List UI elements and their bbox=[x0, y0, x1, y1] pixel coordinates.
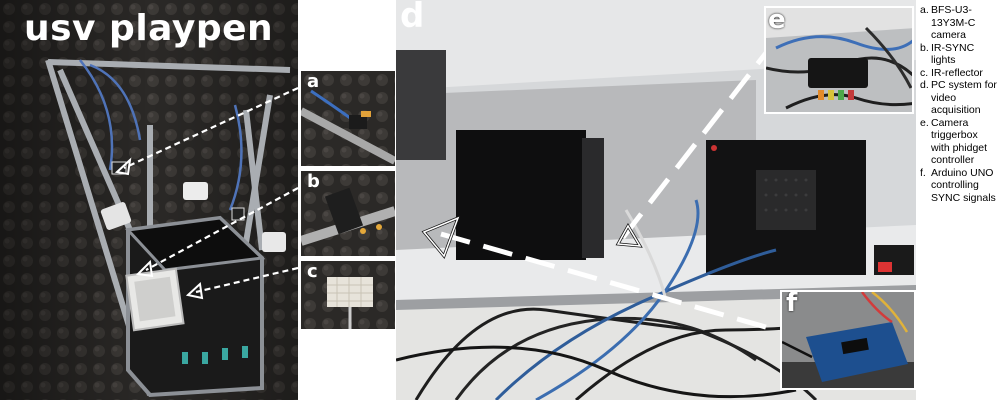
inset-f-arduino: f bbox=[780, 290, 916, 390]
legend-text-f: Arduino UNO controlling SYNC signals bbox=[931, 166, 996, 204]
legend-item-b: b. IR-SYNC lights bbox=[920, 42, 998, 67]
legend-text-b: IR-SYNC lights bbox=[931, 41, 975, 67]
legend-text-e: Camera triggerbox with phidget controlle… bbox=[931, 116, 988, 167]
legend-text-a: BFS-U3-13Y3M-C camera bbox=[931, 4, 976, 41]
inset-b-ir-lights: b bbox=[300, 170, 396, 257]
triggerbox-inset-illustration bbox=[766, 8, 912, 112]
legend-key-f: f. bbox=[920, 166, 926, 179]
legend-item-c: c. IR-reflector bbox=[920, 67, 998, 80]
playpen-illustration bbox=[0, 0, 298, 400]
legend-key-c: c. bbox=[920, 66, 929, 79]
legend-item-d: d. PC system for video acquisition bbox=[920, 79, 998, 117]
ir-reflector-inset-illustration bbox=[301, 261, 395, 329]
camera-inset-illustration bbox=[301, 71, 395, 166]
inset-e-label: e bbox=[768, 6, 786, 35]
inset-b-label: b bbox=[307, 171, 320, 192]
legend-item-e: e. Camera triggerbox with phidget contro… bbox=[920, 117, 998, 167]
legend-key-b: b. bbox=[920, 41, 929, 54]
inset-c-label: c bbox=[307, 261, 318, 282]
playpen-title: usv playpen bbox=[24, 8, 274, 49]
legend-item-a: a. BFS-U3-13Y3M-C camera bbox=[920, 4, 998, 42]
playpen-photo: usv playpen bbox=[0, 0, 298, 400]
legend-item-f: f. Arduino UNO controlling SYNC signals bbox=[920, 167, 998, 205]
legend-key-d: d. bbox=[920, 79, 929, 91]
legend-key-e: e. bbox=[920, 116, 929, 129]
ir-lights-inset-illustration bbox=[301, 171, 395, 256]
inset-c-ir-reflector: c bbox=[300, 260, 396, 330]
legend-text-c: IR-reflector bbox=[931, 66, 983, 79]
inset-f-label: f bbox=[786, 290, 798, 318]
inset-a-camera: a bbox=[300, 70, 396, 167]
panel-d-label: d bbox=[400, 0, 425, 36]
arduino-inset-illustration bbox=[782, 292, 914, 388]
legend-text-d: PC system for video acquisition bbox=[931, 79, 997, 116]
inset-e-triggerbox: e bbox=[764, 6, 914, 114]
legend: a. BFS-U3-13Y3M-C camera b. IR-SYNC ligh… bbox=[920, 4, 998, 204]
legend-key-a: a. bbox=[920, 4, 929, 16]
inset-a-label: a bbox=[307, 71, 320, 92]
